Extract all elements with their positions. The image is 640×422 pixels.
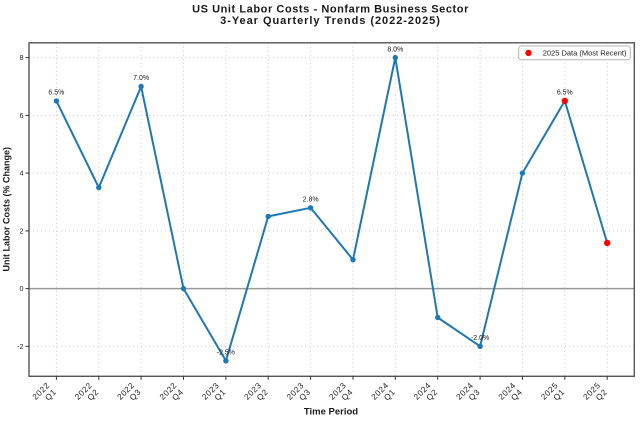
svg-text:Unit Labor Costs (% Change): Unit Labor Costs (% Change) [2, 147, 12, 272]
svg-text:6.5%: 6.5% [48, 90, 64, 97]
svg-text:3-Year Quarterly Trends (2022-: 3-Year Quarterly Trends (2022-2025) [220, 15, 441, 27]
svg-text:0: 0 [20, 284, 24, 293]
svg-text:2: 2 [20, 226, 24, 235]
svg-text:-2: -2 [17, 342, 23, 351]
svg-text:7.0%: 7.0% [133, 75, 149, 82]
svg-text:4: 4 [20, 169, 24, 178]
svg-text:8.0%: 8.0% [387, 46, 403, 53]
svg-text:Time Period: Time Period [304, 406, 358, 417]
svg-text:-2.0%: -2.0% [471, 335, 489, 342]
svg-text:2.8%: 2.8% [303, 197, 319, 204]
svg-text:-2.5%: -2.5% [217, 350, 235, 357]
svg-text:6: 6 [20, 111, 24, 120]
svg-text:8: 8 [20, 53, 24, 62]
svg-text:6.5%: 6.5% [557, 90, 573, 97]
svg-text:2025 Data (Most Recent): 2025 Data (Most Recent) [543, 49, 627, 58]
svg-text:US Unit Labor Costs - Nonfarm: US Unit Labor Costs - Nonfarm Business S… [192, 3, 469, 15]
